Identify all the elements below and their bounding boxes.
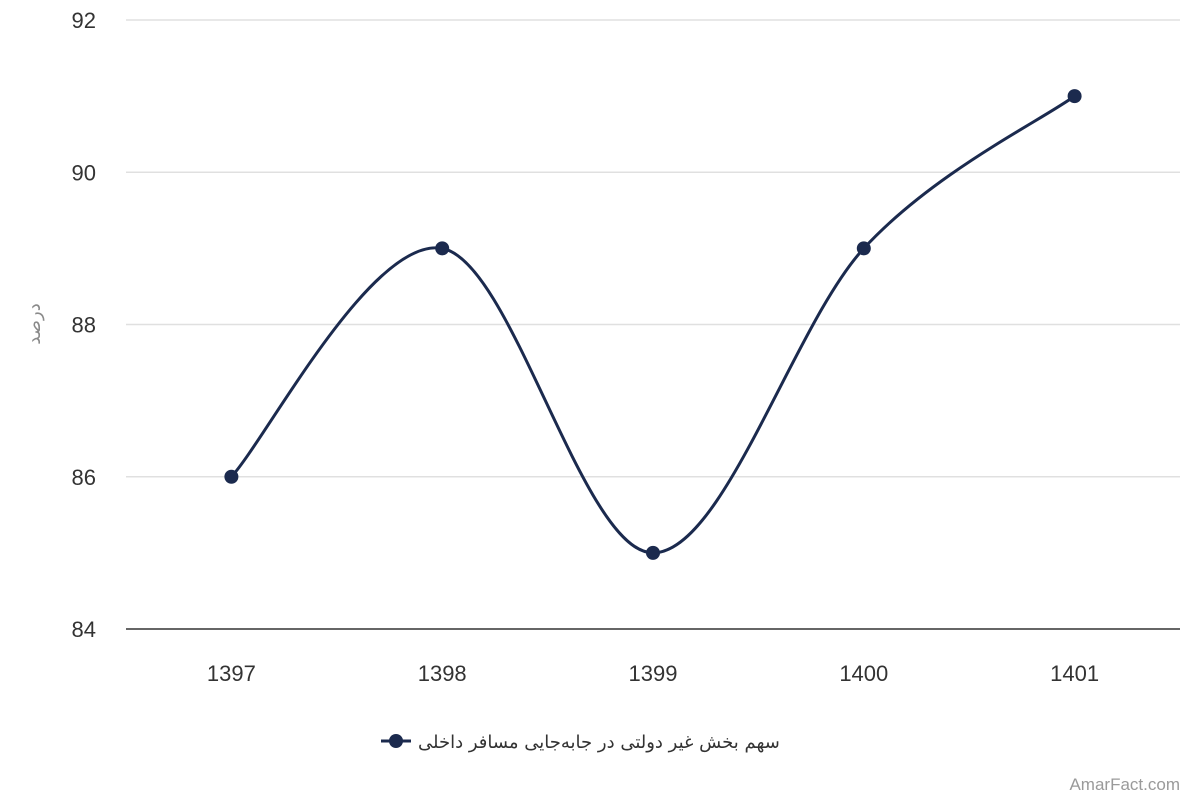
y-tick-label: 92 [72, 8, 96, 33]
series-group [224, 89, 1082, 560]
y-axis-label: درصد [24, 303, 45, 344]
x-tick-label: 1399 [629, 661, 678, 686]
data-point-1400[interactable] [856, 241, 871, 256]
data-point-1399[interactable] [646, 545, 660, 560]
credit-text[interactable]: AmarFact.com [1069, 775, 1180, 794]
x-tick-label: 1398 [418, 661, 467, 686]
y-axis-ticks: 84 86 88 90 92 [72, 8, 96, 642]
x-tick-label: 1401 [1050, 661, 1099, 686]
y-tick-label: 90 [72, 160, 96, 185]
legend[interactable]: سهم بخش غیر دولتی در جابه‌جایی مسافر داخ… [381, 732, 780, 753]
y-tick-label: 88 [72, 313, 96, 338]
x-tick-label: 1400 [839, 661, 888, 686]
y-tick-label: 84 [72, 617, 96, 642]
legend-label: سهم بخش غیر دولتی در جابه‌جایی مسافر داخ… [418, 732, 780, 753]
data-point-1401[interactable] [1067, 89, 1082, 104]
legend-marker [389, 734, 403, 748]
y-tick-label: 86 [72, 465, 96, 490]
x-axis-ticks: 1397 1398 1399 1400 1401 [207, 661, 1099, 686]
data-point-1397[interactable] [224, 469, 239, 484]
data-point-1398[interactable] [435, 241, 450, 256]
x-tick-label: 1397 [207, 661, 256, 686]
grid-lines [126, 19, 1180, 478]
